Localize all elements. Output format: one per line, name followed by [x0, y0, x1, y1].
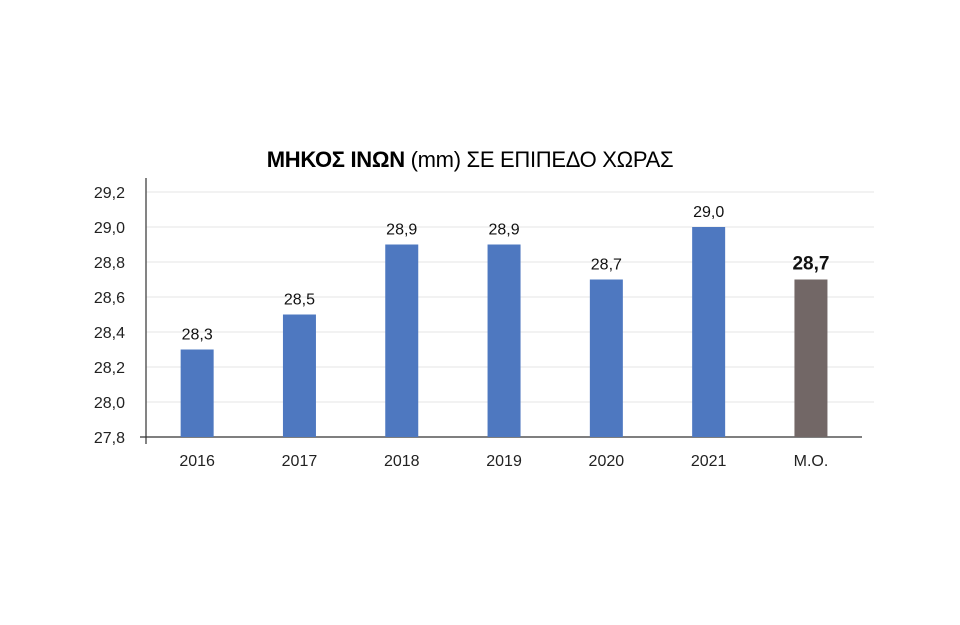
data-label: 28,7 [792, 254, 829, 275]
data-label: 28,5 [284, 292, 315, 309]
y-tick-label: 28,4 [94, 325, 125, 342]
x-tick-label: 2020 [589, 453, 625, 470]
data-label: 29,0 [693, 204, 724, 221]
data-label: 28,9 [488, 222, 519, 239]
chart-title: ΜΗΚΟΣ ΙΝΩΝ (mm) ΣΕ ΕΠΙΠΕΔΟ ΧΩΡΑΣ [0, 147, 940, 173]
y-tick-label: 28,0 [94, 395, 125, 412]
x-tick-label: 2018 [384, 453, 420, 470]
y-tick-label: 29,0 [94, 220, 125, 237]
data-label: 28,9 [386, 222, 417, 239]
chart-title-bold: ΜΗΚΟΣ ΙΝΩΝ [266, 147, 405, 172]
x-tick-label: 2016 [179, 453, 215, 470]
bar [794, 279, 828, 437]
bar [282, 314, 316, 437]
bar [589, 279, 623, 437]
y-tick-label: 28,8 [94, 255, 125, 272]
data-label: 28,7 [591, 257, 622, 274]
y-tick-label: 28,2 [94, 360, 125, 377]
y-tick-label: 27,8 [94, 430, 125, 447]
x-tick-label: Μ.Ο. [794, 453, 829, 470]
bar [487, 244, 521, 437]
x-tick-label: 2021 [691, 453, 727, 470]
data-label: 28,3 [182, 327, 213, 344]
bar [692, 227, 726, 437]
bar [180, 349, 214, 437]
x-tick-label: 2017 [282, 453, 318, 470]
bar [385, 244, 419, 437]
x-tick-label: 2019 [486, 453, 522, 470]
y-tick-label: 29,2 [94, 185, 125, 202]
chart-title-rest: (mm) ΣΕ ΕΠΙΠΕΔΟ ΧΩΡΑΣ [404, 147, 674, 172]
y-tick-label: 28,6 [94, 290, 125, 307]
